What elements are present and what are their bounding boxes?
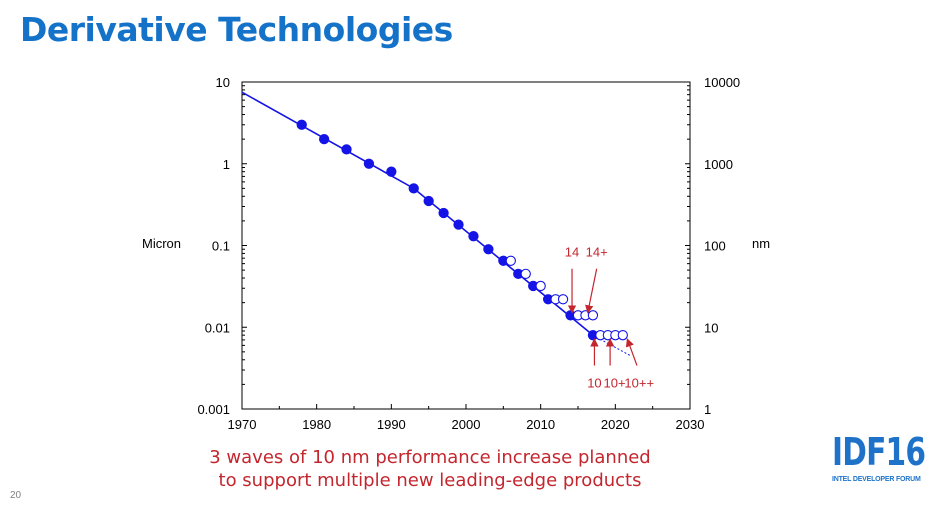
y-tick-label: 1 <box>223 157 230 172</box>
data-points <box>296 119 628 341</box>
slide-title: Derivative Technologies <box>20 10 453 49</box>
data-point-filled <box>453 219 464 230</box>
data-point-open <box>617 330 628 341</box>
x-tick-label: 2000 <box>452 417 481 432</box>
annotation-label: 14 <box>565 244 579 259</box>
data-point-open <box>535 280 546 292</box>
x-tick-label: 1970 <box>228 417 257 432</box>
trend-line <box>241 91 594 336</box>
x-tick-label: 2020 <box>601 417 630 432</box>
logo-wordmark: IDF16 <box>832 430 926 474</box>
plot-border <box>241 81 691 410</box>
node-size-chart: 1970 1980 1990 2000 2010 2020 2030 10 1 0.1 0.01 0… <box>142 75 770 432</box>
x-tick-label: 1990 <box>377 417 406 432</box>
annotations: 14 14+ 10 10+10++ <box>565 244 654 390</box>
plot-frame <box>241 81 691 410</box>
data-point-filled <box>438 207 449 219</box>
caption-line-2: to support multiple new leading-edge pro… <box>218 470 642 491</box>
x-axis: 1970 1980 1990 2000 2010 2020 2030 <box>228 404 705 432</box>
idf-logo: IDF16 INTEL DEVELOPER FORUM <box>832 430 926 498</box>
y-tick-label: 10 <box>216 75 230 90</box>
y2-tick-label: 10 <box>704 320 718 335</box>
y-axis-label-right: nm <box>752 236 770 251</box>
y-tick-label: 0.1 <box>212 239 230 254</box>
y-axis-left: 10 1 0.1 0.01 0.001 <box>197 75 247 417</box>
x-tick-label: 1980 <box>302 417 331 432</box>
y-axis-label-left: Micron <box>142 236 181 251</box>
data-point-open <box>587 310 599 321</box>
y-tick-label: 0.01 <box>205 320 230 335</box>
y2-tick-label: 10000 <box>704 75 740 90</box>
data-point-filled <box>363 158 375 169</box>
data-point-filled <box>408 183 419 194</box>
data-point-filled <box>318 133 330 145</box>
data-point-open <box>520 268 531 279</box>
annotation-label: 10 <box>587 376 601 391</box>
data-point-filled <box>423 195 434 207</box>
y-axis-right: 10000 1000 100 10 1 <box>685 75 740 417</box>
annotation-arrow <box>585 268 598 314</box>
y2-tick-label: 1000 <box>704 157 733 172</box>
data-point-filled <box>468 231 479 242</box>
y2-tick-label: 100 <box>704 239 726 254</box>
y-tick-label: 0.001 <box>197 402 230 417</box>
data-point-open <box>557 294 569 305</box>
data-point-open <box>505 255 516 266</box>
annotation-label: 10++ <box>624 376 654 391</box>
x-tick-label: 2030 <box>676 417 705 432</box>
y2-tick-label: 1 <box>704 402 711 417</box>
data-point-filled <box>386 166 397 177</box>
slide-number: 20 <box>10 490 22 501</box>
x-tick-label: 2010 <box>526 417 555 432</box>
caption-line-1: 3 waves of 10 nm performance increase pl… <box>209 447 651 468</box>
annotation-arrow <box>625 338 638 366</box>
data-point-filled <box>483 244 494 255</box>
data-point-filled <box>296 119 307 130</box>
annotation-label: 14+ <box>586 244 608 259</box>
logo-subtitle: INTEL DEVELOPER FORUM <box>832 476 921 483</box>
annotation-label: 10+ <box>604 376 626 391</box>
data-point-filled <box>341 144 352 155</box>
